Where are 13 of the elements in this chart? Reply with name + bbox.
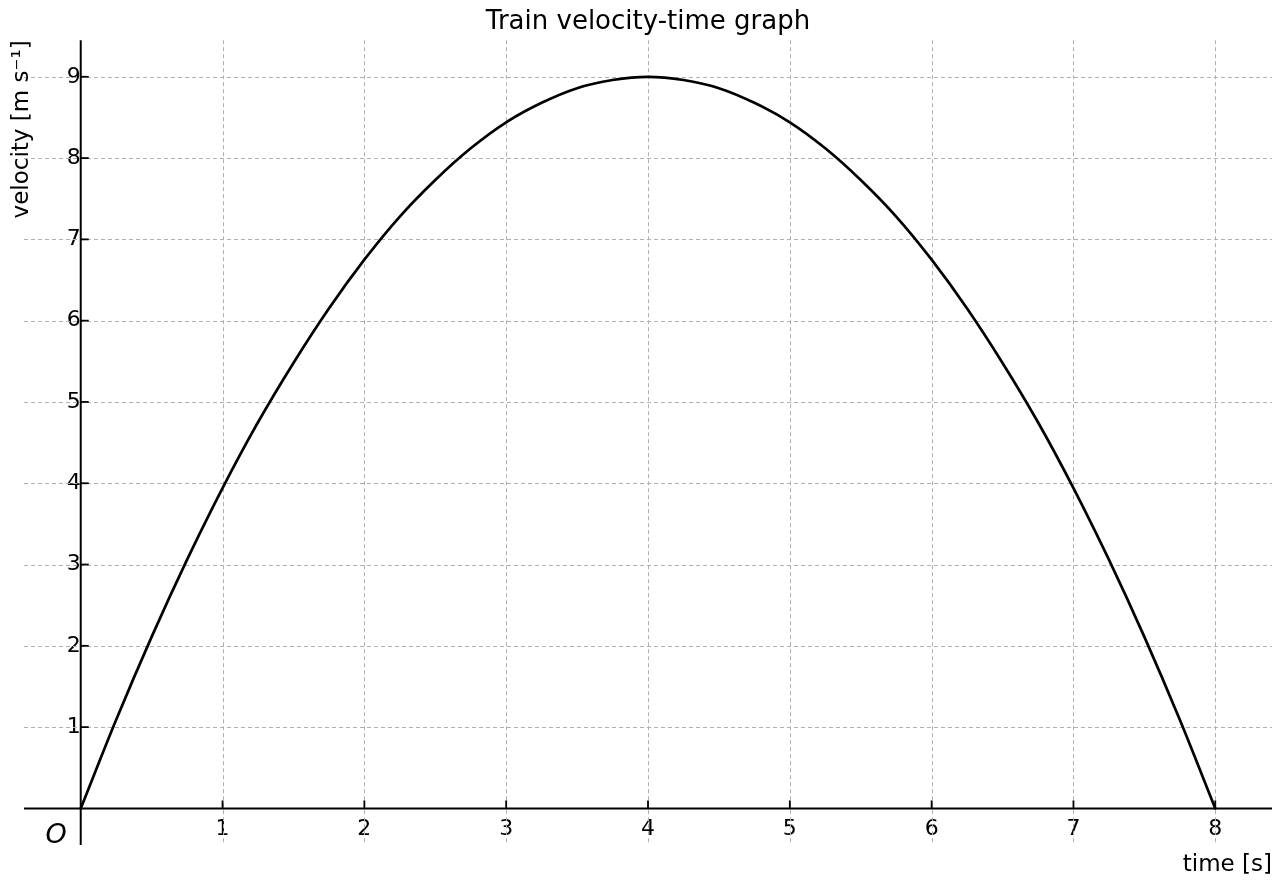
y-tick-label: 5 bbox=[66, 387, 81, 413]
y-axis-title: velocity [m s⁻¹] bbox=[6, 40, 33, 219]
y-tick-label: 3 bbox=[66, 550, 81, 576]
x-tick-label: 4 bbox=[641, 815, 655, 841]
annotation: O bbox=[45, 818, 67, 850]
y-tick-label: 8 bbox=[66, 143, 81, 169]
x-axis-title: time [s] bbox=[1182, 849, 1272, 876]
chart-title: Train velocity-time graph bbox=[484, 5, 811, 36]
y-tick-label: 2 bbox=[66, 631, 81, 657]
y-tick-label: 1 bbox=[66, 712, 81, 738]
y-tick-label: 7 bbox=[66, 225, 81, 251]
y-tick-label: 9 bbox=[66, 62, 81, 88]
y-tick-label: 6 bbox=[66, 306, 81, 332]
